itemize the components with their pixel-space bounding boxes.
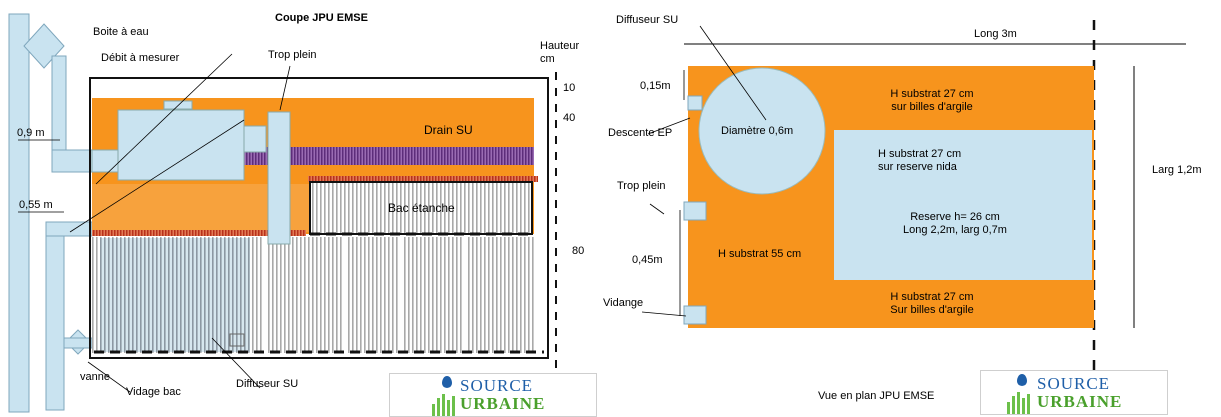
diffuseur-su-label: Diffuseur SU <box>236 378 299 390</box>
descente-ep-label: Descente EP <box>608 127 673 139</box>
hauteur-label: Hauteur cm <box>540 40 580 65</box>
long-3m-label: Long 3m <box>974 28 1017 40</box>
callout-descente <box>647 117 691 135</box>
callout-diffuseur <box>211 337 261 389</box>
water-drop-icon <box>1017 374 1027 386</box>
reserve-blue-zone <box>100 238 250 352</box>
reserve-gap <box>464 237 468 353</box>
reserve-label: Reserve h= 26 cm Long 2,2m, larg 0,7m <box>903 211 1007 236</box>
callout-vidage <box>87 361 131 393</box>
reserve-gap <box>398 237 402 353</box>
water-box-cap <box>163 100 193 110</box>
logo-word-urbaine: URBAINE <box>1037 392 1123 411</box>
drain-su-band <box>244 147 534 165</box>
scale-10: 10 <box>563 82 576 94</box>
dim-09-label: 0,9 m <box>17 127 45 139</box>
valve-pipe <box>63 337 93 349</box>
cross-section-diagram <box>8 13 557 413</box>
h27-billes-bottom-label: H substrat 27 cm Sur billes d'argile <box>890 291 974 316</box>
callout-vidange <box>641 311 687 317</box>
dim-055-label: 0,55 m <box>19 199 53 211</box>
diffuser-box <box>229 333 245 347</box>
dim-015-label: 0,15m <box>640 80 671 92</box>
diametre-label: Diamètre 0,6m <box>721 125 794 137</box>
plan-caption: Vue en plan JPU EMSE <box>818 390 935 402</box>
vidage-bac-label: Vidage bac <box>126 386 181 398</box>
diffuser-circle <box>698 67 826 195</box>
logo-word-source: SOURCE <box>1037 374 1111 393</box>
vidange-label: Vidange <box>603 297 644 309</box>
reserve-rectangle <box>834 130 1092 280</box>
logo-word-urbaine: URBAINE <box>460 394 546 413</box>
reserve-gap <box>344 237 348 353</box>
h55-label: H substrat 55 cm <box>718 248 802 260</box>
h27-billes-top-label: H substrat 27 cm sur billes d'argile <box>890 88 974 113</box>
drain-su-label: Drain SU <box>424 123 473 137</box>
callout-trop-plein-1 <box>95 53 233 185</box>
reserve-gap <box>264 237 268 353</box>
callout-diffuseur-plan <box>699 25 767 121</box>
larg-label: Larg 1,2m <box>1152 164 1202 176</box>
membrane-top <box>308 176 538 182</box>
inlet-pipe-inside <box>91 149 119 173</box>
source-urbaine-logo-left: SOURCE URBAINE <box>389 373 597 417</box>
drain-elbow-pipe <box>45 221 93 237</box>
scale-80: 80 <box>572 245 585 257</box>
bac-etanche-label: Bac étanche <box>388 201 455 215</box>
outer-vertical-pipe <box>8 13 30 413</box>
bac-etanche <box>309 181 533 235</box>
membrane-left <box>92 230 306 236</box>
boite-a-eau-label: Boite à eau <box>93 26 149 38</box>
scale-40: 40 <box>563 112 576 124</box>
h27-nida-label: H substrat 27 cm sur reserve nida <box>878 148 962 173</box>
callout-trop-plein-plan <box>649 203 665 215</box>
overflow-pipe <box>267 111 291 245</box>
source-urbaine-logo-right: SOURCE URBAINE <box>980 370 1168 415</box>
trop-plein-plan-label: Trop plein <box>617 180 666 192</box>
plan-view-diagram <box>641 20 1186 392</box>
building-bars-icon <box>1007 390 1030 414</box>
water-box-inner <box>117 109 245 181</box>
trop-plein-label: Trop plein <box>268 49 317 61</box>
tank-outline <box>89 77 549 359</box>
overflow-connector <box>243 125 267 153</box>
debit-a-mesurer-label: Débit à mesurer <box>101 52 180 64</box>
callout-trop-plein-3 <box>279 65 291 111</box>
vidange-box <box>683 305 707 325</box>
vanne-label: vanne <box>80 371 110 383</box>
callout-trop-plein-2 <box>69 119 245 233</box>
section-title: Coupe JPU EMSE <box>275 12 368 24</box>
dim-045-label: 0,45m <box>632 254 663 266</box>
diffuseur-su-plan-label: Diffuseur SU <box>616 14 679 26</box>
trop-plein-box <box>683 201 707 221</box>
building-bars-icon <box>432 392 455 416</box>
logo-word-source: SOURCE <box>460 376 534 395</box>
drain-pipe <box>45 221 65 411</box>
water-drop-icon <box>442 376 452 388</box>
descente-ep-box <box>687 95 703 111</box>
